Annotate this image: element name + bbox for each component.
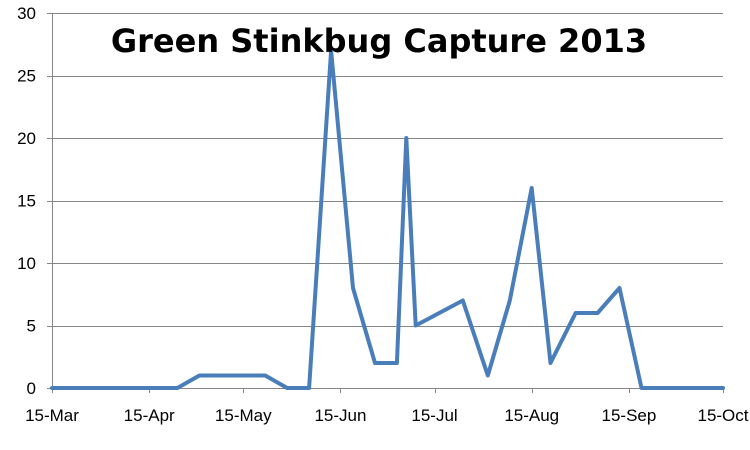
- chart-title: Green Stinkbug Capture 2013: [111, 22, 647, 60]
- y-tick-label: 5: [27, 317, 36, 336]
- data-point: [307, 386, 311, 390]
- data-point: [50, 386, 54, 390]
- data-point: [461, 299, 465, 303]
- data-point: [219, 374, 223, 378]
- data-point: [414, 324, 418, 328]
- y-tick-label: 25: [17, 67, 36, 86]
- data-point: [640, 386, 644, 390]
- x-tick-label: 15-Aug: [504, 406, 559, 425]
- y-tick-label: 30: [17, 4, 36, 23]
- y-tick-label: 0: [27, 379, 36, 398]
- data-point: [263, 374, 267, 378]
- data-point: [549, 361, 553, 365]
- data-point: [285, 386, 289, 390]
- y-tick-label: 20: [17, 129, 36, 148]
- x-tick-label: 15-Jun: [314, 406, 366, 425]
- x-tick-label: 15-May: [215, 406, 272, 425]
- y-tick-label: 10: [17, 254, 36, 273]
- data-point: [241, 374, 245, 378]
- data-point: [395, 361, 399, 365]
- series-line: [50, 48, 725, 390]
- data-point: [373, 361, 377, 365]
- data-point: [486, 374, 490, 378]
- data-point: [175, 386, 179, 390]
- data-point: [351, 286, 355, 290]
- data-point: [574, 311, 578, 315]
- x-tick-label: 15-Mar: [25, 406, 79, 425]
- data-point: [508, 299, 512, 303]
- data-point: [404, 136, 408, 140]
- x-tick-label: 15-Jul: [411, 406, 457, 425]
- y-tick-labels: 0 5 10 15 20 25 30: [17, 4, 36, 398]
- data-point: [721, 386, 725, 390]
- x-tick-label: 15-Apr: [124, 406, 175, 425]
- x-tick-label: 15-Sep: [602, 406, 657, 425]
- data-point: [530, 186, 534, 190]
- data-point: [618, 286, 622, 290]
- data-point: [596, 311, 600, 315]
- data-point: [197, 374, 201, 378]
- x-tick-label: 15-Oct: [697, 406, 748, 425]
- axes: [47, 13, 724, 393]
- gridlines: [52, 13, 723, 327]
- y-tick-label: 15: [17, 192, 36, 211]
- series: [50, 48, 725, 390]
- x-tick-labels: 15-Mar 15-Apr 15-May 15-Jun 15-Jul 15-Aug 15-S…: [25, 406, 749, 425]
